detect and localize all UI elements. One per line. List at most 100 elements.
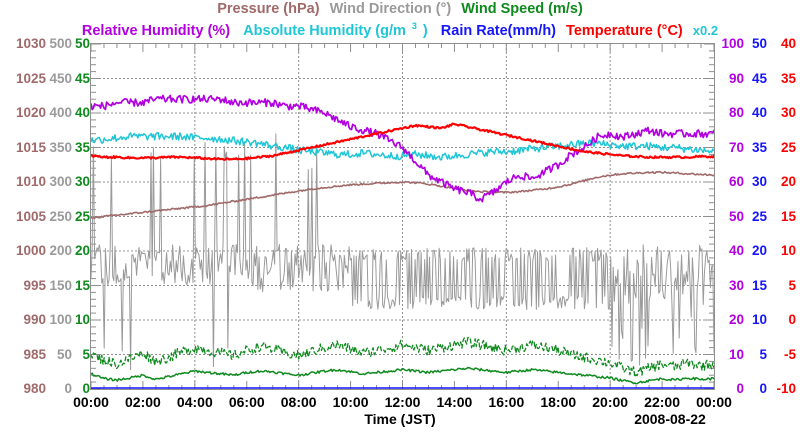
tick-rain-rate-7: 15 xyxy=(751,277,767,293)
x-axis-date: 2008-08-22 xyxy=(634,411,706,427)
tick-pressure-1: 1025 xyxy=(15,70,46,86)
tick-wind-direction-4: 300 xyxy=(49,174,72,189)
tick-pressure-8: 990 xyxy=(23,312,46,327)
legend-rain-rate: Rain Rate(mm/h) xyxy=(440,22,557,39)
x-tick-4: 08:00 xyxy=(280,394,317,410)
tick-rain-rate-6: 20 xyxy=(751,243,767,258)
tick-wind-speed-8: 10 xyxy=(74,312,90,327)
x-tick-9: 18:00 xyxy=(540,394,577,410)
legend-absolute-humidity: Absolute Humidity (g/m 3) xyxy=(240,21,431,39)
x-tick-2: 04:00 xyxy=(176,394,213,410)
x-tick-3: 06:00 xyxy=(228,394,265,410)
tick-relative-humidity-6: 40 xyxy=(728,243,744,258)
tick-wind-speed-0: 50 xyxy=(74,36,90,51)
tick-wind-speed-7: 15 xyxy=(74,277,90,293)
tick-temperature-9: -5 xyxy=(783,346,796,362)
tick-rain-rate-4: 30 xyxy=(751,174,767,189)
tick-relative-humidity-3: 70 xyxy=(728,139,744,155)
tick-rain-rate-1: 45 xyxy=(751,70,767,86)
series-pressure xyxy=(91,170,714,219)
tick-rain-rate-5: 25 xyxy=(751,208,767,224)
x-tick-7: 14:00 xyxy=(436,394,473,410)
tick-wind-direction-2: 400 xyxy=(49,105,72,120)
series-wind-speed xyxy=(91,366,714,385)
tick-temperature-10: -10 xyxy=(776,381,796,396)
tick-wind-speed-5: 25 xyxy=(74,208,90,224)
legend-absolute-humidity-exponent: 3 xyxy=(411,21,417,31)
legend-temperature: Temperature (°C) xyxy=(566,22,683,39)
x-axis-title: Time (JST) xyxy=(364,411,436,427)
tick-rain-rate-8: 10 xyxy=(751,312,767,327)
tick-rain-rate-2: 40 xyxy=(751,105,767,120)
tick-relative-humidity-8: 20 xyxy=(728,312,744,327)
tick-rain-rate-0: 50 xyxy=(751,36,767,51)
tick-wind-direction-0: 500 xyxy=(49,36,72,51)
legend-scale-note: x0.2 xyxy=(692,22,719,38)
tick-wind-direction-10: 0 xyxy=(64,381,72,396)
series-wind-gust xyxy=(91,336,714,378)
x-tick-10: 20:00 xyxy=(592,394,629,410)
tick-pressure-7: 995 xyxy=(23,277,46,293)
x-tick-1: 02:00 xyxy=(125,394,161,410)
tick-wind-direction-7: 150 xyxy=(49,277,72,293)
tick-temperature-7: 5 xyxy=(788,277,796,293)
tick-wind-speed-2: 40 xyxy=(74,105,90,120)
tick-rain-rate-9: 5 xyxy=(759,346,767,362)
tick-wind-speed-3: 35 xyxy=(74,139,90,155)
x-tick-5: 10:00 xyxy=(332,394,369,410)
series-relative-humidity xyxy=(91,94,714,203)
tick-relative-humidity-7: 30 xyxy=(728,277,744,293)
x-tick-12: 00:00 xyxy=(696,394,732,410)
tick-wind-speed-1: 45 xyxy=(74,70,90,86)
tick-rain-rate-10: 0 xyxy=(759,381,767,396)
legend-row-bottom: Relative Humidity (%) Absolute Humidity … xyxy=(0,18,800,40)
legend-relative-humidity: Relative Humidity (%) xyxy=(81,22,231,39)
tick-wind-speed-9: 5 xyxy=(82,346,90,362)
tick-relative-humidity-4: 60 xyxy=(728,174,744,189)
tick-temperature-6: 10 xyxy=(780,243,796,258)
tick-wind-direction-6: 200 xyxy=(49,243,72,258)
x-tick-0: 00:00 xyxy=(73,394,109,410)
tick-temperature-4: 20 xyxy=(780,174,796,189)
tick-pressure-9: 985 xyxy=(23,346,46,362)
tick-temperature-1: 35 xyxy=(780,70,796,86)
tick-temperature-5: 15 xyxy=(780,208,796,224)
tick-wind-direction-3: 350 xyxy=(49,139,72,155)
tick-relative-humidity-9: 10 xyxy=(728,346,744,362)
tick-wind-direction-8: 100 xyxy=(49,312,72,327)
tick-relative-humidity-10: 0 xyxy=(736,381,744,396)
tick-wind-direction-1: 450 xyxy=(49,70,72,86)
x-tick-8: 16:00 xyxy=(488,394,525,410)
tick-temperature-3: 25 xyxy=(780,139,796,155)
tick-pressure-3: 1015 xyxy=(15,139,46,155)
tick-pressure-4: 1010 xyxy=(15,174,46,189)
legend-row-top: Pressure (hPa) Wind Direction (°) Wind S… xyxy=(0,1,800,18)
tick-temperature-2: 30 xyxy=(780,105,796,120)
tick-relative-humidity-2: 80 xyxy=(728,105,744,120)
legend-wind-direction: Wind Direction (°) xyxy=(329,1,452,17)
series-temperature xyxy=(91,122,714,161)
plot-area xyxy=(90,43,715,390)
legend-wind-speed: Wind Speed (m/s) xyxy=(461,1,583,17)
tick-temperature-0: 40 xyxy=(780,36,796,51)
tick-pressure-5: 1005 xyxy=(15,208,46,224)
tick-pressure-0: 1030 xyxy=(15,36,46,51)
tick-rain-rate-3: 35 xyxy=(751,139,767,155)
x-tick-11: 22:00 xyxy=(644,394,680,410)
tick-wind-speed-4: 30 xyxy=(74,174,90,189)
x-axis-tick-labels: 00:00 02:00 04:00 06:00 08:00 10:00 12:00 14:00… xyxy=(0,394,800,414)
tick-relative-humidity-1: 90 xyxy=(728,70,744,86)
tick-relative-humidity-0: 100 xyxy=(721,36,744,51)
tick-pressure-6: 1000 xyxy=(15,243,46,258)
legend-pressure: Pressure (hPa) xyxy=(217,1,320,17)
legend-absolute-humidity-text: Absolute Humidity (g/m xyxy=(243,22,406,39)
tick-wind-speed-6: 20 xyxy=(74,243,90,258)
series-wind-direction xyxy=(91,133,714,371)
plot-canvas xyxy=(91,44,714,389)
tick-relative-humidity-5: 50 xyxy=(728,208,744,224)
tick-wind-speed-10: 0 xyxy=(82,381,90,396)
legend-absolute-humidity-tail: ) xyxy=(422,22,428,39)
tick-wind-direction-9: 50 xyxy=(56,346,72,362)
series-absolute-humidity xyxy=(91,132,714,161)
